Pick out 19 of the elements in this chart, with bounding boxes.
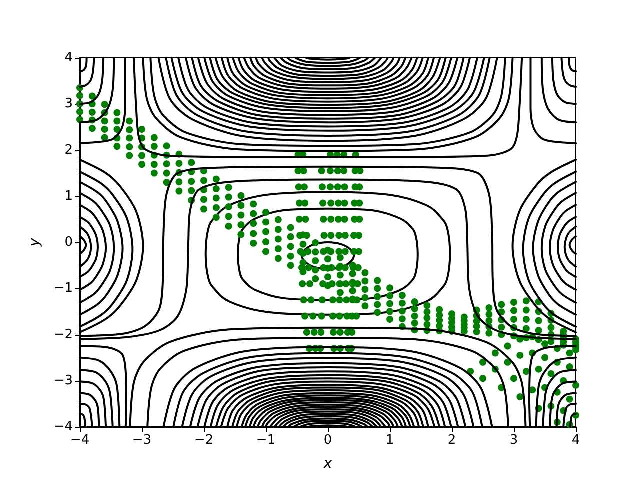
- x-tick-label: 2: [448, 433, 456, 448]
- x-tick-label: 1: [386, 433, 394, 448]
- x-tick-label: 0: [324, 433, 332, 448]
- y-tick-label: −4: [54, 420, 73, 434]
- x-tick-label: −3: [132, 433, 152, 448]
- y-tick-label: 4: [64, 50, 73, 66]
- y-tick-label: 1: [64, 188, 73, 204]
- y-tick-label: −3: [54, 373, 73, 388]
- y-tick-label: −2: [54, 327, 73, 342]
- x-tick-label: 4: [572, 433, 580, 448]
- x-tick-label: −2: [194, 433, 214, 448]
- x-tick-label: −1: [256, 433, 276, 448]
- y-axis-title: y: [27, 238, 43, 248]
- y-tick-label: 3: [64, 96, 73, 112]
- y-tick-label: −1: [54, 281, 73, 296]
- x-axis-title: x: [322, 456, 333, 472]
- x-tick-label: 3: [510, 433, 518, 448]
- y-tick-label: 2: [64, 142, 73, 158]
- y-tick-label: 0: [64, 235, 73, 250]
